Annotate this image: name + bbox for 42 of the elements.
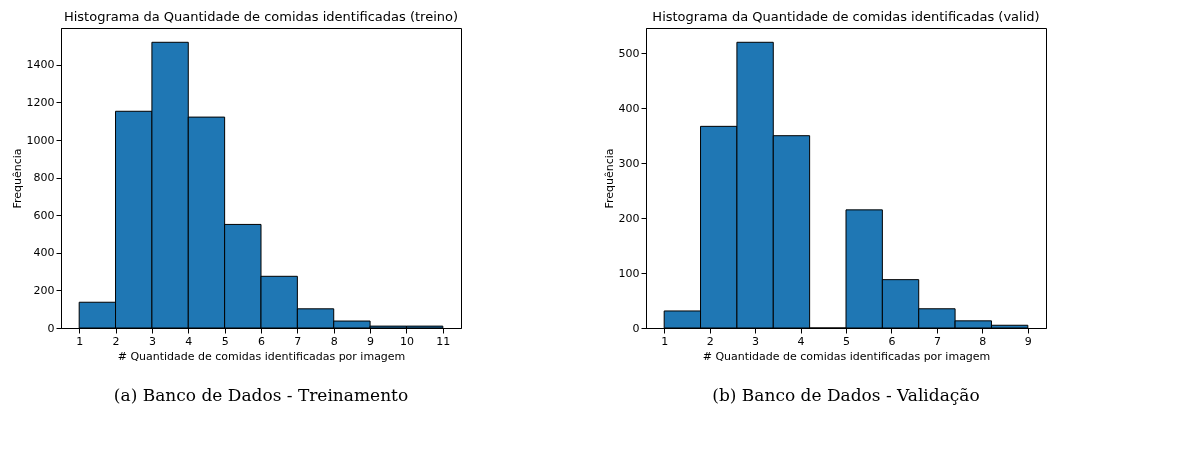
x-tick-label: 7 [933, 334, 941, 348]
x-tick-label: 5 [221, 334, 229, 348]
x-axis-title: # Quantidade de comidas identificadas por imagem [702, 349, 991, 363]
y-tick-label: 0 [47, 321, 55, 335]
y-tick-label: 400 [618, 101, 640, 115]
x-tick-label: 4 [797, 334, 805, 348]
y-tick-label: 0 [632, 321, 640, 335]
y-tick-label: 400 [33, 246, 55, 260]
x-tick-label: 4 [185, 334, 193, 348]
x-tick-label: 7 [294, 334, 302, 348]
x-tick-label: 1 [76, 334, 84, 348]
y-tick-label: 100 [618, 266, 640, 280]
x-tick-label: 8 [979, 334, 987, 348]
y-axis-title: Frequência [602, 148, 616, 209]
x-tick-label: 1 [661, 334, 669, 348]
y-axis-title: Frequência [10, 148, 24, 209]
x-tick-label: 2 [706, 334, 714, 348]
x-tick-label: 3 [148, 334, 156, 348]
y-tick-label: 1400 [26, 58, 55, 72]
y-tick-label: 500 [618, 46, 640, 60]
y-tick-label: 1200 [26, 95, 55, 109]
x-tick-label: 8 [330, 334, 338, 348]
x-tick-label: 11 [436, 334, 451, 348]
chart-title: Histograma da Quantidade de comidas identificadas (treino) [63, 9, 459, 24]
text: (b) Banco de Dados - Validação [712, 385, 980, 405]
y-tick-label: 1000 [26, 133, 55, 147]
y-tick-label: 300 [618, 156, 640, 170]
x-tick-label: 5 [843, 334, 850, 348]
y-tick-label: 200 [33, 283, 55, 297]
x-tick-label: 6 [888, 334, 896, 348]
x-tick-label: 3 [752, 334, 760, 348]
x-tick-label: 2 [112, 334, 120, 348]
x-tick-label: 6 [258, 334, 265, 348]
x-tick-label: 10 [399, 334, 414, 348]
chart-title: Histograma da Quantidade de comidas identificadas (valid) [652, 9, 1040, 24]
x-tick-label: 9 [1024, 334, 1032, 348]
y-tick-label: 800 [33, 171, 55, 185]
y-tick-label: 200 [618, 211, 640, 225]
y-tick-label: 600 [33, 208, 55, 222]
text: (a) Banco de Dados - Treinamento [113, 385, 409, 405]
x-axis-title: # Quantidade de comidas identificadas por imagem [117, 349, 406, 363]
x-tick-label: 9 [367, 334, 375, 348]
